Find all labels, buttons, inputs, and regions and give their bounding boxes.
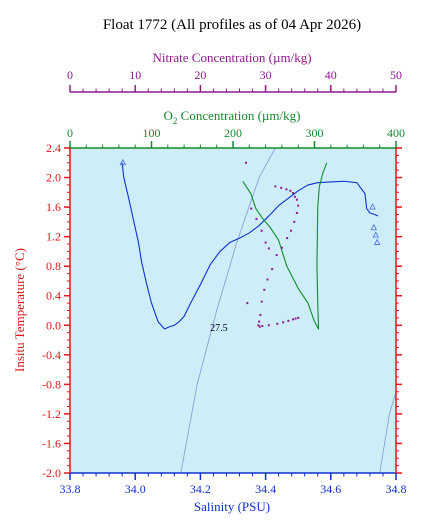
- temperature-tick-label: 2.4: [46, 141, 61, 155]
- nitrate-point: [266, 278, 269, 281]
- temperature-tick-label: -0.8: [42, 377, 61, 391]
- salinity-series-line: [121, 162, 379, 330]
- nitrate-point: [295, 198, 298, 201]
- nitrate-point: [291, 318, 294, 321]
- nitrate-point: [245, 161, 248, 164]
- nitrate-point: [275, 254, 278, 257]
- plot-background: [70, 148, 396, 473]
- nitrate-point: [264, 241, 267, 244]
- nitrate-point: [290, 229, 293, 232]
- temperature-tick-label: -1.6: [42, 436, 61, 450]
- nitrate-point: [260, 300, 263, 303]
- nitrate-point: [286, 237, 289, 240]
- temperature-tick-label: -2.0: [42, 466, 61, 480]
- density-contour-line: [379, 391, 396, 473]
- density-contour-label: 27.5: [210, 323, 228, 334]
- oxygen-tick-label: 300: [306, 126, 324, 140]
- nitrate-axis-label: Nitrate Concentration (µm/kg): [152, 50, 311, 65]
- nitrate-point: [297, 316, 300, 319]
- salinity-tick-label: 34.6: [320, 482, 341, 496]
- nitrate-point: [250, 207, 253, 210]
- nitrate-point: [258, 320, 261, 323]
- oxygen-tick-label: 200: [224, 126, 242, 140]
- temperature-tick-label: 1.6: [46, 200, 61, 214]
- oxygen-axis: O2 Concentration (µm/kg) 0 100 200 300 400: [67, 108, 405, 148]
- oxygen-label-main: O: [164, 108, 173, 123]
- nitrate-tick-label: 10: [129, 68, 141, 82]
- oxygen-ticks: 0 100 200 300 400: [67, 126, 405, 148]
- density-contour-line: [180, 148, 276, 473]
- nitrate-ticks: 0 10 20 30 40 50: [67, 68, 402, 92]
- temperature-axis-label: Insitu Temperature (°C): [12, 248, 27, 372]
- salinity-ticks: 33.8 34.0 34.2 34.4 34.6 34.8: [60, 473, 407, 496]
- temperature-tick-label: 0.0: [46, 318, 61, 332]
- temperature-tick-label: 1.2: [46, 230, 61, 244]
- nitrate-point: [289, 189, 292, 192]
- nitrate-point: [280, 186, 283, 189]
- chart-title: Float 1772 (All profiles as of 04 Apr 20…: [103, 17, 361, 33]
- nitrate-axis: Nitrate Concentration (µm/kg) 0 10 20 30 40 5…: [67, 50, 402, 93]
- nitrate-point: [274, 185, 277, 188]
- nitrate-point: [260, 229, 263, 232]
- density-contours: [180, 148, 396, 473]
- nitrate-point: [294, 317, 297, 320]
- oxygen-tick-label: 400: [387, 126, 405, 140]
- nitrate-point: [263, 288, 266, 291]
- salinity-triangles-point: [373, 238, 381, 245]
- salinity-triangles-point: [369, 203, 376, 210]
- salinity-tick-label: 33.8: [60, 482, 81, 496]
- oxygen-series-line: [242, 162, 328, 330]
- temperature-tick-label: 2.0: [46, 171, 61, 185]
- oxygen-tick-label: 0: [67, 126, 73, 140]
- nitrate-point: [276, 322, 279, 325]
- nitrate-point: [255, 217, 258, 220]
- salinity-triangles-point: [119, 158, 127, 166]
- nitrate-point: [295, 212, 298, 214]
- nitrate-tick-label: 20: [194, 68, 206, 82]
- nitrate-point: [282, 321, 285, 324]
- nitrate-tick-label: 50: [390, 68, 402, 82]
- nitrate-point: [285, 188, 288, 191]
- nitrate-point: [261, 325, 264, 328]
- nitrate-tick-label: 30: [260, 68, 272, 82]
- salinity-triangles-point: [370, 223, 378, 231]
- oxygen-label-subscript: 2: [173, 116, 178, 126]
- temperature-tick-label: 0.8: [46, 259, 61, 273]
- nitrate-point: [271, 268, 274, 271]
- oxygen-tick-label: 100: [143, 126, 161, 140]
- temperature-tick-label: -0.4: [42, 348, 61, 362]
- nitrate-point: [246, 302, 249, 305]
- nitrate-point: [297, 204, 300, 207]
- nitrate-point: [267, 247, 270, 250]
- nitrate-point: [293, 195, 296, 198]
- temperature-tick-label: 0.4: [46, 289, 61, 303]
- series-layer: [119, 158, 381, 330]
- salinity-tick-label: 34.8: [386, 482, 407, 496]
- oxygen-axis-label: O2 Concentration (µm/kg): [164, 108, 301, 126]
- oxygen-label-rest: Concentration (µm/kg): [177, 108, 300, 123]
- nitrate-point: [291, 192, 294, 195]
- nitrate-point: [280, 246, 283, 249]
- nitrate-point: [258, 325, 261, 328]
- salinity-tick-label: 34.4: [255, 482, 276, 496]
- nitrate-point: [257, 324, 260, 327]
- nitrate-tick-label: 40: [325, 68, 337, 82]
- salinity-tick-label: 34.0: [125, 482, 146, 496]
- nitrate-tick-label: 0: [67, 68, 73, 82]
- salinity-tick-label: 34.2: [190, 482, 211, 496]
- salinity-axis-label: Salinity (PSU): [194, 499, 270, 514]
- nitrate-point: [287, 319, 290, 322]
- nitrate-point: [259, 313, 262, 316]
- temperature-ticks: 2.4 2.0 1.6 1.2 0.8 0.4 0.0 -0.4 -0.8 -1.2 -1.6 -2.…: [42, 141, 402, 480]
- nitrate-point: [293, 220, 296, 223]
- salinity-triangles-point: [372, 231, 380, 238]
- temperature-tick-label: -1.2: [42, 407, 61, 421]
- nitrate-point: [267, 324, 270, 327]
